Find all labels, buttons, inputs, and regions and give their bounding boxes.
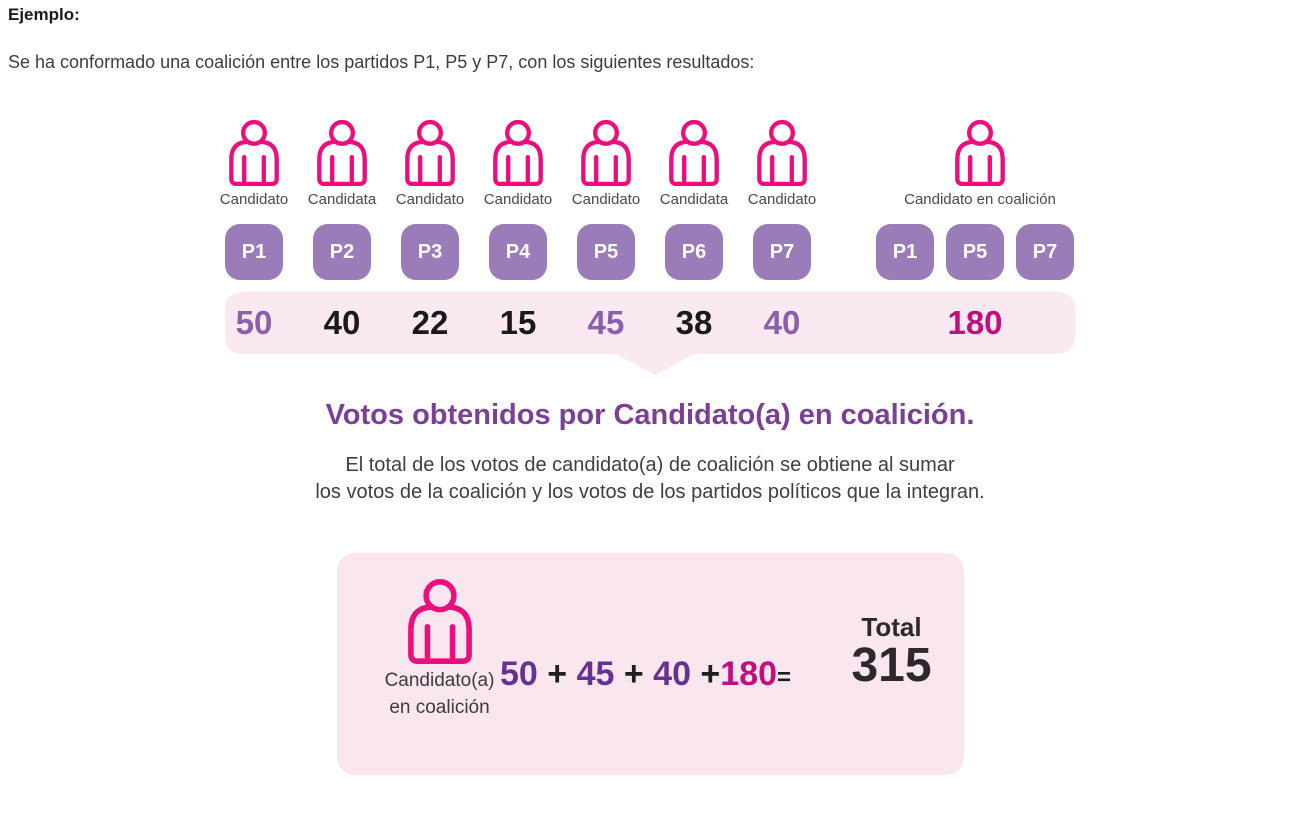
- candidate-column: Candidata: [298, 120, 386, 208]
- summary-box: Candidato(a) en coalición 50 + 45 + 40 +…: [337, 553, 964, 775]
- candidate-label: Candidato: [571, 191, 641, 208]
- vote-value: 15: [499, 304, 537, 341]
- equation-term: 50: [500, 655, 538, 693]
- coalition-badges-row: P1 P5 P7: [870, 224, 1080, 280]
- intro-text: Se ha conformado una coalición entre los…: [8, 52, 755, 72]
- candidate-icon: [317, 120, 367, 186]
- party-badge: P7: [753, 224, 811, 280]
- candidate-icon: [229, 120, 279, 186]
- party-badge: P2: [313, 224, 371, 280]
- candidate-column: Candidata: [650, 120, 738, 208]
- badge-cell: P7: [738, 224, 826, 280]
- party-badge: P3: [401, 224, 459, 280]
- summary-figure-label-line1: Candidato(a): [384, 670, 495, 691]
- vote-cell: 50: [210, 292, 298, 354]
- candidate-column: Candidato: [474, 120, 562, 208]
- equation: 50 + 45 + 40 +180=: [500, 651, 791, 701]
- summary-figure-label-line2: en coalición: [389, 697, 490, 718]
- candidate-label: Candidato: [747, 191, 817, 208]
- vote-cell: 40: [738, 292, 826, 354]
- vote-cell: 38: [650, 292, 738, 354]
- vote-value: 50: [235, 304, 273, 341]
- candidate-icon: [581, 120, 631, 186]
- party-badges-row: P1 P2 P3 P4 P5 P6 P7: [210, 224, 826, 280]
- callout-description: El total de los votos de candidato(a) de…: [0, 452, 1300, 506]
- vote-value: 38: [675, 304, 713, 341]
- equation-term: =: [777, 664, 792, 691]
- candidate-icon: [493, 120, 543, 186]
- badge-cell: P5: [562, 224, 650, 280]
- candidate-icons-row: Candidato Candidata Candidato Candidato Cand…: [210, 120, 826, 208]
- party-badge: P4: [489, 224, 547, 280]
- candidate-column: Candidato: [386, 120, 474, 208]
- vote-value: 22: [411, 304, 449, 341]
- coalition-badge-cell: P1: [870, 224, 940, 280]
- coalition-candidate-label: Candidato en coalición: [904, 191, 1056, 208]
- vote-value: 45: [587, 304, 625, 341]
- candidate-icon: [405, 120, 455, 186]
- candidate-column: Candidato: [562, 120, 650, 208]
- callout-line2: los votos de la coalición y los votos de…: [315, 481, 985, 503]
- equation-term: 180: [720, 655, 778, 693]
- equation-term: +: [537, 655, 577, 693]
- callout-line1: El total de los votos de candidato(a) de…: [345, 454, 955, 476]
- coalition-vote-value: 180: [947, 304, 1003, 341]
- badge-cell: P1: [210, 224, 298, 280]
- badge-cell: P4: [474, 224, 562, 280]
- total-label: Total: [861, 612, 922, 642]
- summary-figure: Candidato(a) en coalición: [382, 579, 497, 721]
- total-value: 315: [851, 639, 932, 692]
- vote-cell: 45: [562, 292, 650, 354]
- party-badge: P5: [577, 224, 635, 280]
- candidate-label: Candidato: [483, 191, 553, 208]
- equation-term: +: [690, 655, 721, 693]
- coalition-figure: Candidato en coalición: [880, 120, 1080, 208]
- candidate-label: Candidata: [659, 191, 729, 208]
- party-badge: P6: [665, 224, 723, 280]
- candidate-label: Candidato: [219, 191, 289, 208]
- badge-cell: P2: [298, 224, 386, 280]
- equation-term: +: [614, 655, 654, 693]
- coalition-candidate-icon: [407, 579, 472, 664]
- vote-value: 40: [323, 304, 361, 341]
- votes-strip: [225, 292, 1075, 354]
- equation-term: 45: [576, 655, 615, 693]
- badge-cell: P3: [386, 224, 474, 280]
- total-block: Total 315: [819, 613, 964, 691]
- page-title: Ejemplo:: [8, 5, 80, 24]
- candidate-label: Candidato: [395, 191, 465, 208]
- badge-cell: P6: [650, 224, 738, 280]
- coalition-badge-cell: P5: [940, 224, 1010, 280]
- summary-figure-label: Candidato(a) en coalición: [385, 667, 495, 721]
- strip-tail-icon: [614, 353, 696, 375]
- vote-cell: 15: [474, 292, 562, 354]
- candidate-icon: [669, 120, 719, 186]
- coalition-party-badge: P1: [876, 224, 934, 280]
- callout-title: Votos obtenidos por Candidato(a) en coal…: [325, 399, 975, 431]
- coalition-party-badge: P5: [946, 224, 1004, 280]
- candidate-column: Candidato: [738, 120, 826, 208]
- equation-term: 40: [653, 655, 691, 693]
- votes-row: 50 40 22 15 45 38 40: [210, 292, 826, 354]
- candidate-label: Candidata: [307, 191, 377, 208]
- vote-cell: 22: [386, 292, 474, 354]
- candidate-column: Candidato: [210, 120, 298, 208]
- party-badge: P1: [225, 224, 283, 280]
- coalition-badge-cell: P7: [1010, 224, 1080, 280]
- coalition-candidate-icon: [955, 120, 1005, 186]
- candidate-icon: [757, 120, 807, 186]
- vote-cell: 40: [298, 292, 386, 354]
- vote-value: 40: [763, 304, 801, 341]
- coalition-party-badge: P7: [1016, 224, 1074, 280]
